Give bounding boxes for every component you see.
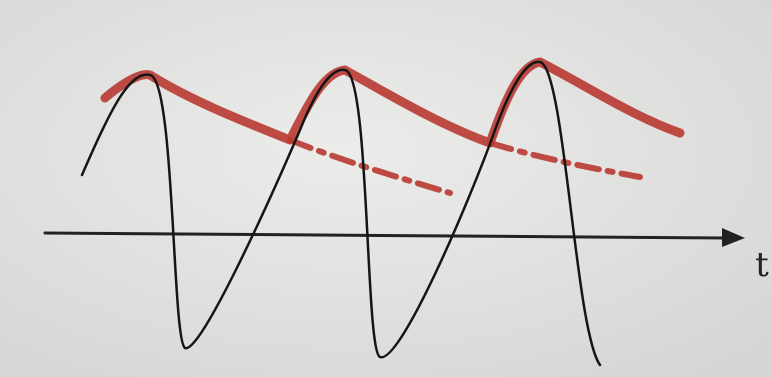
sketch: t — [0, 0, 772, 377]
axis-label: t — [755, 245, 769, 285]
page: t (() => { const data = JSON.parse(docum… — [0, 0, 772, 377]
paper — [0, 0, 772, 377]
